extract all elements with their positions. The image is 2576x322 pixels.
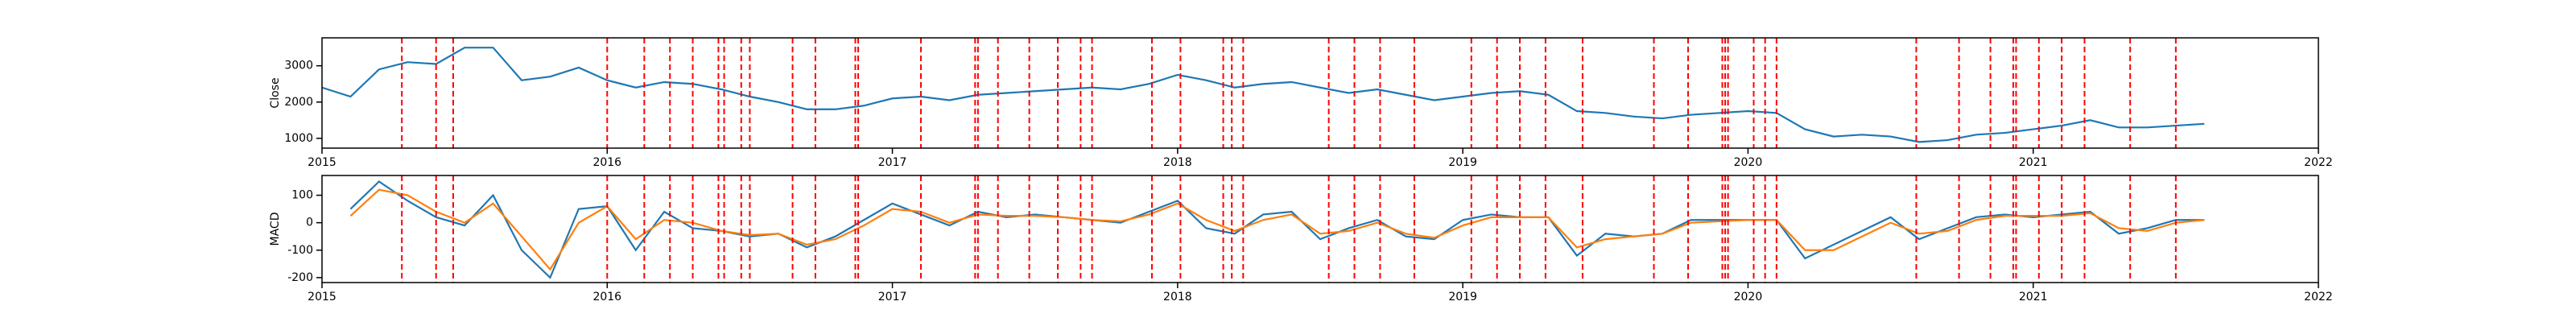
x-tick-label: 2015 [308,156,336,169]
y-axis-label: MACD [269,213,282,246]
x-tick-label: 2020 [1734,291,1763,303]
x-tick-label: 2019 [1448,156,1477,169]
axes-frame [321,175,2319,283]
x-tick-label: 2021 [2019,156,2048,169]
x-tick-label: 2020 [1734,156,1763,169]
x-tick-label: 2022 [2304,156,2333,169]
data-line [349,188,2205,271]
x-tick-label: 2016 [592,291,621,303]
axes-frame [321,37,2319,149]
y-tick-label: 100 [291,189,313,202]
x-tick-label: 2019 [1448,291,1477,303]
y-tick-label: 1000 [284,132,313,145]
y-tick-label: 0 [306,217,313,229]
x-tick-label: 2018 [1163,291,1192,303]
x-tick-label: 2016 [592,156,621,169]
y-axis-label: Close [269,77,282,108]
x-tick-label: 2017 [878,291,907,303]
y-tick-label: 3000 [284,60,313,72]
x-tick-label: 2018 [1163,156,1192,169]
x-tick-label: 2021 [2019,291,2048,303]
data-line [321,47,2205,143]
x-tick-label: 2015 [308,291,336,303]
y-tick-label: -100 [287,244,313,257]
y-tick-label: 2000 [284,96,313,109]
y-tick-label: -200 [287,271,313,284]
x-tick-label: 2017 [878,156,907,169]
x-tick-label: 2022 [2304,291,2333,303]
data-line [349,180,2205,279]
